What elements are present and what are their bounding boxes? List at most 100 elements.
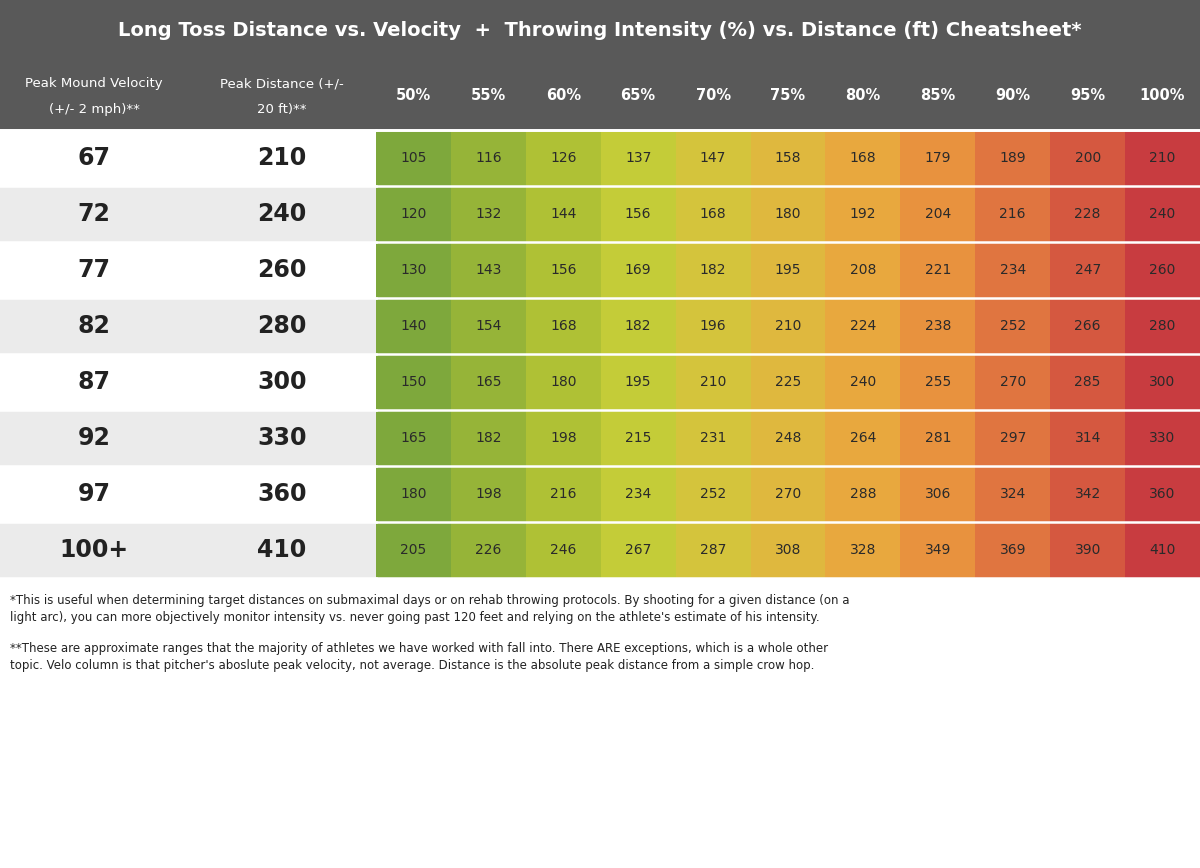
Text: 165: 165 <box>401 431 427 445</box>
Text: 182: 182 <box>700 263 726 277</box>
Text: 228: 228 <box>1074 207 1100 221</box>
Text: 65%: 65% <box>620 89 655 103</box>
Bar <box>0 522 376 578</box>
Text: 300: 300 <box>1150 375 1176 389</box>
Bar <box>1050 410 1126 466</box>
Text: 168: 168 <box>550 319 576 333</box>
Text: 234: 234 <box>1000 263 1026 277</box>
Text: 330: 330 <box>1150 431 1176 445</box>
Text: 252: 252 <box>1000 319 1026 333</box>
Bar <box>526 466 601 522</box>
Bar <box>451 130 526 186</box>
Bar <box>1126 130 1200 186</box>
Text: topic. Velo column is that pitcher's aboslute peak velocity, not average. Distan: topic. Velo column is that pitcher's abo… <box>10 659 815 672</box>
Text: 324: 324 <box>1000 487 1026 501</box>
Text: 204: 204 <box>925 207 950 221</box>
Text: 280: 280 <box>257 314 307 338</box>
Bar <box>750 242 826 298</box>
Bar <box>1050 466 1126 522</box>
Bar <box>976 298 1050 354</box>
Bar <box>376 186 451 242</box>
Text: 100%: 100% <box>1140 89 1186 103</box>
Text: 210: 210 <box>700 375 726 389</box>
Text: 226: 226 <box>475 543 502 557</box>
Bar <box>0 298 376 354</box>
Text: 300: 300 <box>257 370 307 394</box>
Bar <box>1050 186 1126 242</box>
Bar <box>526 410 601 466</box>
Bar <box>601 186 676 242</box>
Text: *This is useful when determining target distances on submaximal days or on rehab: *This is useful when determining target … <box>10 594 850 607</box>
Bar <box>826 130 900 186</box>
Text: 50%: 50% <box>396 89 431 103</box>
Text: 60%: 60% <box>546 89 581 103</box>
Text: 208: 208 <box>850 263 876 277</box>
Bar <box>1126 522 1200 578</box>
Text: 285: 285 <box>1074 375 1100 389</box>
Bar <box>376 130 451 186</box>
Text: 287: 287 <box>700 543 726 557</box>
Bar <box>0 62 1200 130</box>
Text: 330: 330 <box>257 426 307 450</box>
Text: 189: 189 <box>1000 151 1026 165</box>
Bar <box>676 410 750 466</box>
Bar <box>451 354 526 410</box>
Bar <box>1126 466 1200 522</box>
Text: 105: 105 <box>401 151 427 165</box>
Bar <box>601 522 676 578</box>
Text: 281: 281 <box>924 431 952 445</box>
Bar <box>1050 522 1126 578</box>
Text: 215: 215 <box>625 431 652 445</box>
Text: 95%: 95% <box>1070 89 1105 103</box>
Bar <box>1126 242 1200 298</box>
Text: light arc), you can more objectively monitor intensity vs. never going past 120 : light arc), you can more objectively mon… <box>10 611 820 624</box>
Text: 225: 225 <box>775 375 802 389</box>
Bar <box>451 466 526 522</box>
Text: 87: 87 <box>78 370 110 394</box>
Bar <box>676 354 750 410</box>
Bar <box>0 354 376 410</box>
Text: 210: 210 <box>775 319 802 333</box>
Text: 255: 255 <box>925 375 950 389</box>
Text: Long Toss Distance vs. Velocity  +  Throwing Intensity (%) vs. Distance (ft) Che: Long Toss Distance vs. Velocity + Throwi… <box>119 22 1081 41</box>
Text: 180: 180 <box>401 487 427 501</box>
Text: 314: 314 <box>1074 431 1100 445</box>
Bar <box>526 130 601 186</box>
Text: 116: 116 <box>475 151 502 165</box>
Text: 369: 369 <box>1000 543 1026 557</box>
Bar <box>1126 298 1200 354</box>
Text: 342: 342 <box>1074 487 1100 501</box>
Text: Peak Mound Velocity: Peak Mound Velocity <box>25 77 163 90</box>
Bar <box>601 354 676 410</box>
Bar <box>451 298 526 354</box>
Bar <box>826 186 900 242</box>
Text: 92: 92 <box>78 426 110 450</box>
Bar <box>976 130 1050 186</box>
Bar <box>826 522 900 578</box>
Text: 126: 126 <box>550 151 576 165</box>
Bar <box>826 298 900 354</box>
Bar <box>376 354 451 410</box>
Bar <box>750 466 826 522</box>
Bar <box>900 410 976 466</box>
Bar <box>1050 354 1126 410</box>
Text: 210: 210 <box>257 146 307 170</box>
Text: 210: 210 <box>1150 151 1176 165</box>
Bar <box>976 466 1050 522</box>
Bar <box>750 410 826 466</box>
Bar <box>900 354 976 410</box>
Bar <box>526 242 601 298</box>
Text: 360: 360 <box>1150 487 1176 501</box>
Text: 360: 360 <box>257 482 307 506</box>
Bar <box>750 130 826 186</box>
Text: 306: 306 <box>925 487 952 501</box>
Bar <box>900 466 976 522</box>
Bar <box>1126 410 1200 466</box>
Text: 168: 168 <box>850 151 876 165</box>
Text: 75%: 75% <box>770 89 805 103</box>
Text: 410: 410 <box>1150 543 1176 557</box>
Bar <box>1126 354 1200 410</box>
Text: 270: 270 <box>1000 375 1026 389</box>
Bar <box>451 522 526 578</box>
Bar <box>826 410 900 466</box>
